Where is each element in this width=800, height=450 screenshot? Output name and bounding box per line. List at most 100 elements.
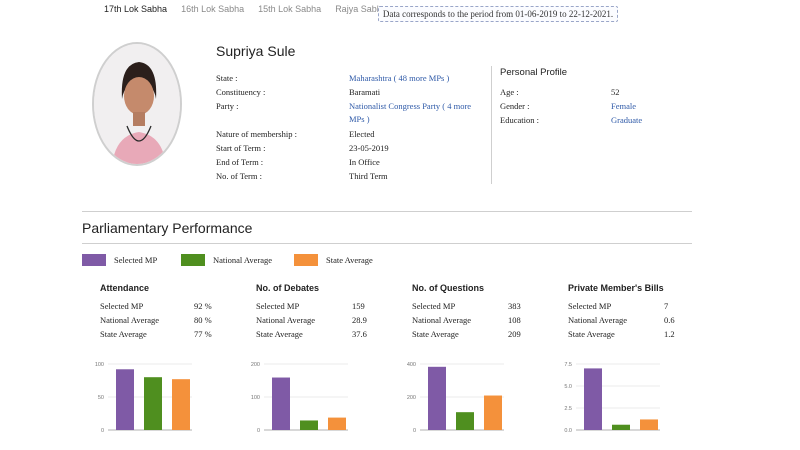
questions-chart: 0 200 400: [407, 362, 504, 434]
party-value-link-cont[interactable]: MPs ): [349, 114, 370, 124]
y-tick-label: 100: [95, 362, 104, 368]
stat-value: 77 %: [194, 329, 212, 339]
debates-block: No. of Debates Selected MP 159 National A…: [256, 283, 391, 343]
debates-chart: 0 100 200: [251, 362, 348, 434]
term-count-label: No. of Term :: [216, 171, 262, 181]
legend-state-average: State Average: [294, 254, 373, 266]
state-value-link[interactable]: Maharashtra ( 48 more MPs ): [349, 73, 450, 83]
y-tick-label: 200: [407, 395, 416, 401]
tab-16th-lok-sabha[interactable]: 16th Lok Sabha: [181, 4, 245, 14]
y-tick-label: 400: [407, 362, 416, 368]
tab-15th-lok-sabha[interactable]: 15th Lok Sabha: [258, 4, 322, 14]
stat-label: National Average: [100, 315, 160, 325]
stat-label: Selected MP: [412, 301, 456, 311]
state-label: State :: [216, 73, 238, 83]
legend-label: National Average: [213, 255, 273, 265]
party-label: Party :: [216, 101, 239, 111]
stat-label: National Average: [412, 315, 472, 325]
party-value-link[interactable]: Nationalist Congress Party ( 4 more: [349, 101, 472, 111]
start-term-value: 23-05-2019: [349, 143, 389, 153]
bar-national-average: [456, 412, 474, 430]
y-tick-label: 2.5: [564, 406, 572, 412]
y-tick-label: 7.5: [564, 362, 572, 368]
bar-state-average: [484, 395, 502, 430]
bar-selected-mp: [428, 366, 446, 430]
y-tick-label: 100: [251, 395, 260, 401]
education-label: Education :: [500, 115, 539, 125]
lok-sabha-tabs: 17th Lok Sabha 16th Lok Sabha 15th Lok S…: [104, 4, 401, 14]
bar-selected-mp: [272, 377, 290, 430]
y-tick-label: 0: [101, 428, 104, 434]
bar-state-average: [640, 419, 658, 430]
stat-label: State Average: [412, 329, 459, 339]
bills-title: Private Member's Bills: [568, 283, 664, 293]
end-term-value: In Office: [349, 157, 380, 167]
constituency-label: Constituency :: [216, 87, 266, 97]
gender-label: Gender :: [500, 101, 530, 111]
bar-selected-mp: [584, 368, 602, 430]
legend-national-average: National Average: [181, 254, 272, 266]
stat-value: 80 %: [194, 315, 212, 325]
stat-value: 383: [508, 301, 521, 311]
stat-value: 37.6: [352, 329, 367, 339]
age-value: 52: [611, 87, 620, 97]
y-tick-label: 0: [413, 428, 416, 434]
bar-national-average: [300, 420, 318, 430]
end-term-label: End of Term :: [216, 157, 264, 167]
questions-title: No. of Questions: [412, 283, 484, 293]
bar-state-average: [328, 417, 346, 430]
start-term-label: Start of Term :: [216, 143, 266, 153]
legend-selected-mp: Selected MP: [82, 254, 157, 266]
questions-block: No. of Questions Selected MP 383 National…: [412, 283, 547, 343]
attendance-block: Attendance Selected MP 92 % National Aver…: [100, 283, 235, 343]
data-period-notice: Data corresponds to the period from 01-0…: [378, 6, 618, 22]
stat-value: 209: [508, 329, 521, 339]
y-tick-label: 200: [251, 362, 260, 368]
stat-value: 108: [508, 315, 521, 325]
y-tick-label: 0: [257, 428, 260, 434]
y-tick-label: 0.0: [564, 428, 572, 434]
stat-label: Selected MP: [256, 301, 300, 311]
mp-name: Supriya Sule: [216, 43, 296, 59]
age-label: Age :: [500, 87, 519, 97]
legend-label: Selected MP: [114, 255, 158, 265]
stat-value: 159: [352, 301, 365, 311]
stat-label: National Average: [256, 315, 316, 325]
attendance-chart: 0 50 100: [95, 362, 192, 434]
stat-label: State Average: [568, 329, 615, 339]
mp-photo: [92, 42, 182, 166]
mp-portrait-image: [94, 44, 180, 164]
bills-block: Private Member's Bills Selected MP 7 Nati…: [568, 283, 703, 343]
stat-label: State Average: [100, 329, 147, 339]
bills-chart: 0.0 2.5 5.0 7.5: [564, 362, 660, 434]
stat-value: 28.9: [352, 315, 367, 325]
legend-swatch-state: [294, 254, 318, 266]
term-count-value: Third Term: [349, 171, 388, 181]
stat-label: Selected MP: [568, 301, 612, 311]
gender-value-link[interactable]: Female: [611, 101, 637, 111]
stat-label: Selected MP: [100, 301, 144, 311]
bar-state-average: [172, 379, 190, 430]
tab-rajya-sabha[interactable]: Rajya Sabha: [335, 4, 387, 14]
membership-label: Nature of membership :: [216, 129, 297, 139]
education-value-link[interactable]: Graduate: [611, 115, 643, 125]
section-divider-bottom: [82, 243, 692, 244]
legend-label: State Average: [326, 255, 373, 265]
profile-divider: [491, 66, 492, 184]
debates-title: No. of Debates: [256, 283, 320, 293]
stat-label: National Average: [568, 315, 628, 325]
legend-swatch-selected-mp: [82, 254, 106, 266]
personal-profile-title: Personal Profile: [500, 67, 568, 78]
stat-value: 7: [664, 301, 669, 311]
stat-value: 92 %: [194, 301, 212, 311]
stat-label: State Average: [256, 329, 303, 339]
constituency-value: Baramati: [349, 87, 381, 97]
stat-value: 1.2: [664, 329, 675, 339]
y-tick-label: 5.0: [564, 384, 572, 390]
bar-national-average: [612, 424, 630, 430]
stat-value: 0.6: [664, 315, 675, 325]
tab-17th-lok-sabha[interactable]: 17th Lok Sabha: [104, 4, 168, 14]
y-tick-label: 50: [98, 395, 104, 401]
membership-value: Elected: [349, 129, 375, 139]
attendance-title: Attendance: [100, 283, 150, 293]
